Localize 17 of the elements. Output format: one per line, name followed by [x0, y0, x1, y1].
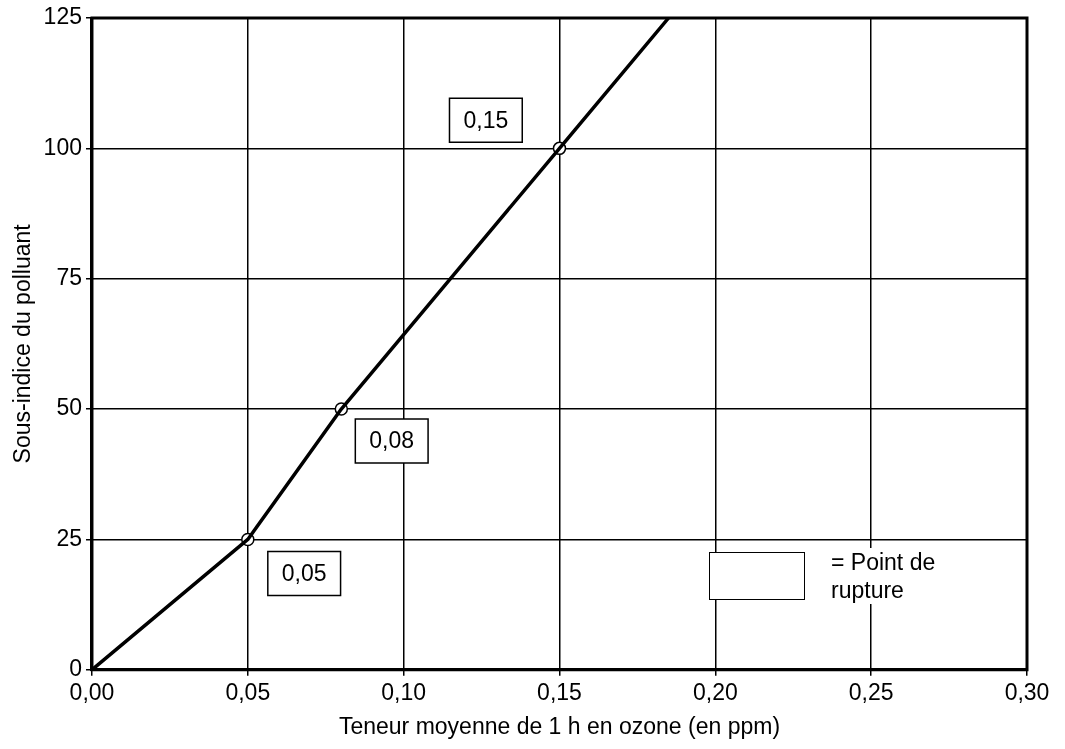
legend-label: = Point de rupture	[827, 548, 985, 604]
y-tick-label: 100	[43, 133, 82, 160]
x-axis-title: Teneur moyenne de 1 h en ozone (en ppm)	[338, 712, 781, 739]
x-tick-label: 0,15	[537, 678, 582, 705]
y-tick-label: 25	[56, 524, 82, 551]
x-tick-label: 0,20	[692, 678, 738, 705]
x-tick-label: 0,25	[848, 678, 894, 705]
y-tick-label: 75	[56, 264, 82, 291]
x-tick-label: 0,10	[381, 678, 427, 705]
y-tick-label: 50	[56, 394, 82, 421]
annotation: 0,08	[369, 427, 415, 454]
x-tick-label: 0,30	[1004, 678, 1050, 705]
annotation: 0,05	[281, 559, 327, 586]
annotation: 0,15	[463, 106, 509, 133]
y-tick-label: 125	[43, 3, 82, 30]
y-axis-title: Sous-indice du polluant	[9, 223, 36, 464]
x-tick-label: 0,05	[225, 678, 271, 705]
